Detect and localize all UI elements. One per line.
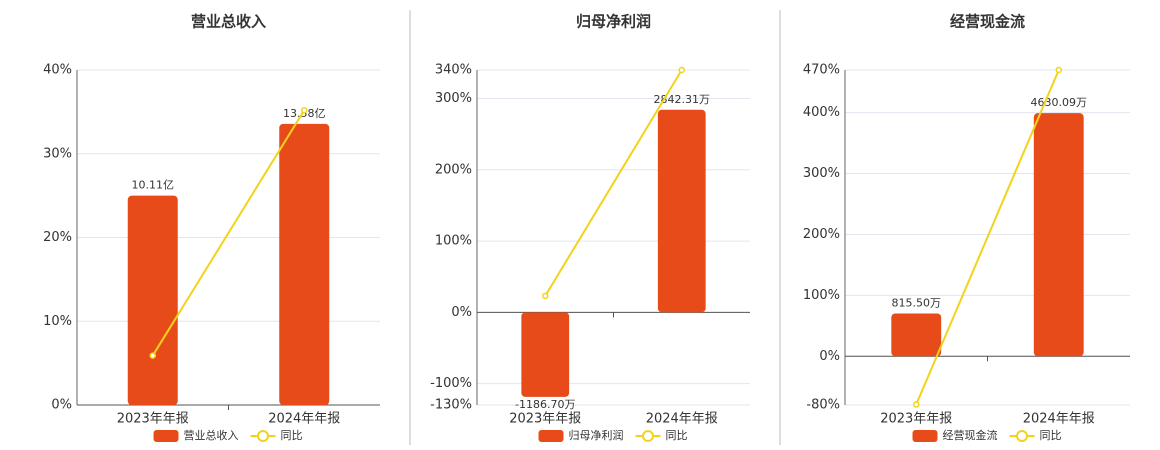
x-tick-label: 2023年年报: [509, 412, 581, 427]
line-point: [149, 352, 156, 359]
legend-label: 同比: [1040, 429, 1062, 442]
line-point: [301, 106, 308, 114]
value-label: -1186.70万: [515, 398, 575, 411]
y-tick-label: -100%: [430, 376, 472, 391]
chart-title: 经营现金流: [950, 13, 1025, 31]
y-tick-label: -80%: [806, 398, 840, 413]
line-point: [678, 66, 685, 74]
x-tick-label: 2024年年报: [1023, 412, 1095, 427]
legend-label: 经营现金流: [943, 428, 998, 442]
value-label: 815.50万: [892, 296, 942, 309]
y-tick-label: 30%: [43, 146, 72, 161]
y-tick-label: 100%: [435, 234, 472, 249]
x-tick-label: 2023年年报: [117, 412, 189, 427]
line-point: [1055, 66, 1062, 74]
y-tick-label: 300%: [803, 166, 840, 181]
line: [915, 69, 1060, 405]
bar: [891, 313, 942, 357]
y-tick-label: 400%: [803, 105, 840, 120]
line: [544, 69, 683, 297]
legend-swatch: [1016, 430, 1028, 442]
y-tick-label: 470%: [803, 63, 840, 78]
line: [151, 109, 306, 357]
y-tick-label: 0%: [51, 398, 72, 413]
bar: [521, 312, 570, 397]
y-tick-label: 200%: [435, 162, 472, 177]
line-point: [542, 292, 549, 300]
y-tick-label: 0%: [451, 305, 472, 320]
legend-swatch: [257, 430, 269, 442]
y-tick-label: 0%: [819, 349, 840, 364]
chart-title: 营业总收入: [191, 13, 266, 31]
legend-label: 同比: [281, 429, 303, 442]
legend-label: 同比: [666, 429, 688, 442]
chart-title: 归母净利润: [576, 13, 651, 31]
x-tick-label: 2024年年报: [268, 412, 340, 427]
bar: [1033, 113, 1084, 357]
y-tick-label: 100%: [803, 288, 840, 303]
bar: [657, 109, 706, 313]
y-tick-label: -130%: [430, 398, 472, 413]
line-point: [913, 401, 920, 408]
legend-swatch: [538, 430, 564, 442]
value-label: 2842.31万: [654, 93, 711, 106]
legend-label: 归母净利润: [569, 428, 624, 442]
y-tick-label: 300%: [435, 91, 472, 106]
legend-label: 营业总收入: [184, 428, 239, 442]
y-tick-label: 340%: [435, 63, 472, 78]
y-tick-label: 10%: [43, 314, 72, 329]
legend-swatch: [153, 430, 179, 442]
legend-swatch: [642, 430, 654, 442]
x-tick-label: 2024年年报: [646, 412, 718, 427]
bar: [279, 123, 330, 405]
value-label: 10.11亿: [132, 179, 175, 192]
x-tick-label: 2023年年报: [880, 412, 952, 427]
legend-swatch: [912, 430, 938, 442]
value-label: 4630.09万: [1031, 96, 1088, 109]
bar: [127, 195, 178, 405]
y-tick-label: 20%: [43, 230, 72, 245]
y-tick-label: 40%: [43, 63, 72, 78]
y-tick-label: 200%: [803, 227, 840, 242]
